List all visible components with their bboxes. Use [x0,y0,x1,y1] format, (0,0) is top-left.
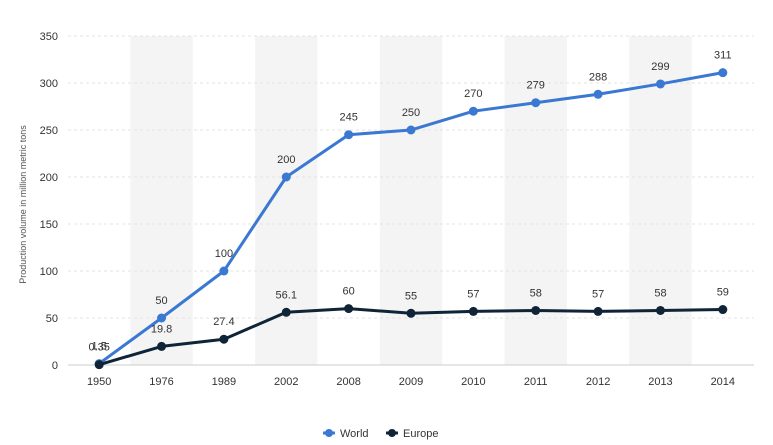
data-label-world: 288 [589,71,607,83]
data-point-world[interactable] [281,172,291,182]
y-tick-label: 0 [52,360,58,372]
x-tick-label: 2010 [461,376,485,388]
data-point-world[interactable] [344,130,354,140]
y-tick-label: 250 [40,125,58,137]
x-tick-label: 2013 [648,376,672,388]
data-label-world: 299 [651,61,669,73]
data-label-europe: 56.1 [276,289,297,301]
data-label-europe: 60 [343,286,355,298]
data-point-world[interactable] [157,313,167,323]
plot-band [130,36,193,365]
x-tick-label: 1950 [87,376,111,388]
x-tick-label: 2008 [336,376,360,388]
x-axis: 1950 1976 1989 2002 2008 2009 2010 2011 2012 2013… [87,376,735,388]
data-point-europe[interactable] [94,360,104,370]
x-tick-label: 2012 [586,376,610,388]
x-tick-label: 2002 [274,376,298,388]
data-point-world[interactable] [593,89,603,99]
data-point-europe[interactable] [468,306,478,316]
data-label-europe: 58 [654,287,666,299]
legend-marker [325,429,333,437]
data-label-world: 1.5 [92,341,107,353]
data-point-europe[interactable] [718,305,728,315]
legend-item-world[interactable]: World [323,428,369,440]
data-point-world[interactable] [655,79,665,89]
data-point-europe[interactable] [406,308,416,318]
data-point-europe[interactable] [344,304,354,314]
data-point-europe[interactable] [531,305,541,315]
x-tick-label: 1976 [149,376,173,388]
x-tick-label: 2011 [524,376,548,388]
data-label-world: 200 [277,154,295,166]
legend-marker [388,429,396,437]
legend-label: World [340,428,369,440]
data-point-world[interactable] [531,98,541,108]
data-label-world: 50 [155,295,167,307]
x-tick-label: 1989 [212,376,236,388]
data-point-world[interactable] [406,125,416,135]
data-label-europe: 59 [717,287,729,299]
data-point-world[interactable] [718,68,728,78]
y-tick-label: 50 [46,313,58,325]
x-tick-label: 2009 [399,376,423,388]
data-label-europe: 55 [405,290,417,302]
y-tick-label: 300 [40,78,58,90]
x-tick-label: 2014 [711,376,735,388]
data-point-europe[interactable] [281,307,291,317]
data-label-world: 311 [714,50,732,62]
data-label-europe: 27.4 [213,316,234,328]
data-point-europe[interactable] [219,334,229,344]
y-tick-label: 100 [40,266,58,278]
data-label-europe: 57 [592,288,604,300]
data-point-world[interactable] [468,106,478,116]
y-tick-label: 350 [40,31,58,43]
data-point-world[interactable] [219,266,229,276]
y-tick-label: 200 [40,172,58,184]
data-point-europe[interactable] [655,305,665,315]
y-axis: 0 50 100 150 200 250 300 350 [40,31,58,372]
legend: World Europe [323,428,438,440]
series-europe: 0.35 19.8 27.4 56.1 60 55 57 58 57 58 59 [88,286,729,370]
series-group: 1.5 50 100 200 245 250 270 279 288 299 311 0.35 19.8… [88,50,732,370]
data-point-europe[interactable] [593,306,603,316]
legend-item-europe[interactable]: Europe [386,428,438,440]
data-label-europe: 19.8 [151,323,172,335]
y-axis-title: Production volume in million metric tons [18,125,28,284]
data-label-world: 250 [402,107,420,119]
y-tick-label: 150 [40,219,58,231]
data-label-world: 100 [215,248,233,260]
data-label-europe: 58 [530,287,542,299]
data-label-europe: 0.35 [88,342,109,354]
data-label-world: 245 [339,112,357,124]
data-label-world: 270 [464,88,482,100]
data-label-europe: 57 [467,288,479,300]
data-label-world: 279 [527,80,545,92]
data-point-europe[interactable] [157,341,167,351]
grid-lines [68,35,754,366]
series-world: 1.5 50 100 200 245 250 270 279 288 299 311 [92,50,732,369]
legend-label: Europe [403,428,438,440]
